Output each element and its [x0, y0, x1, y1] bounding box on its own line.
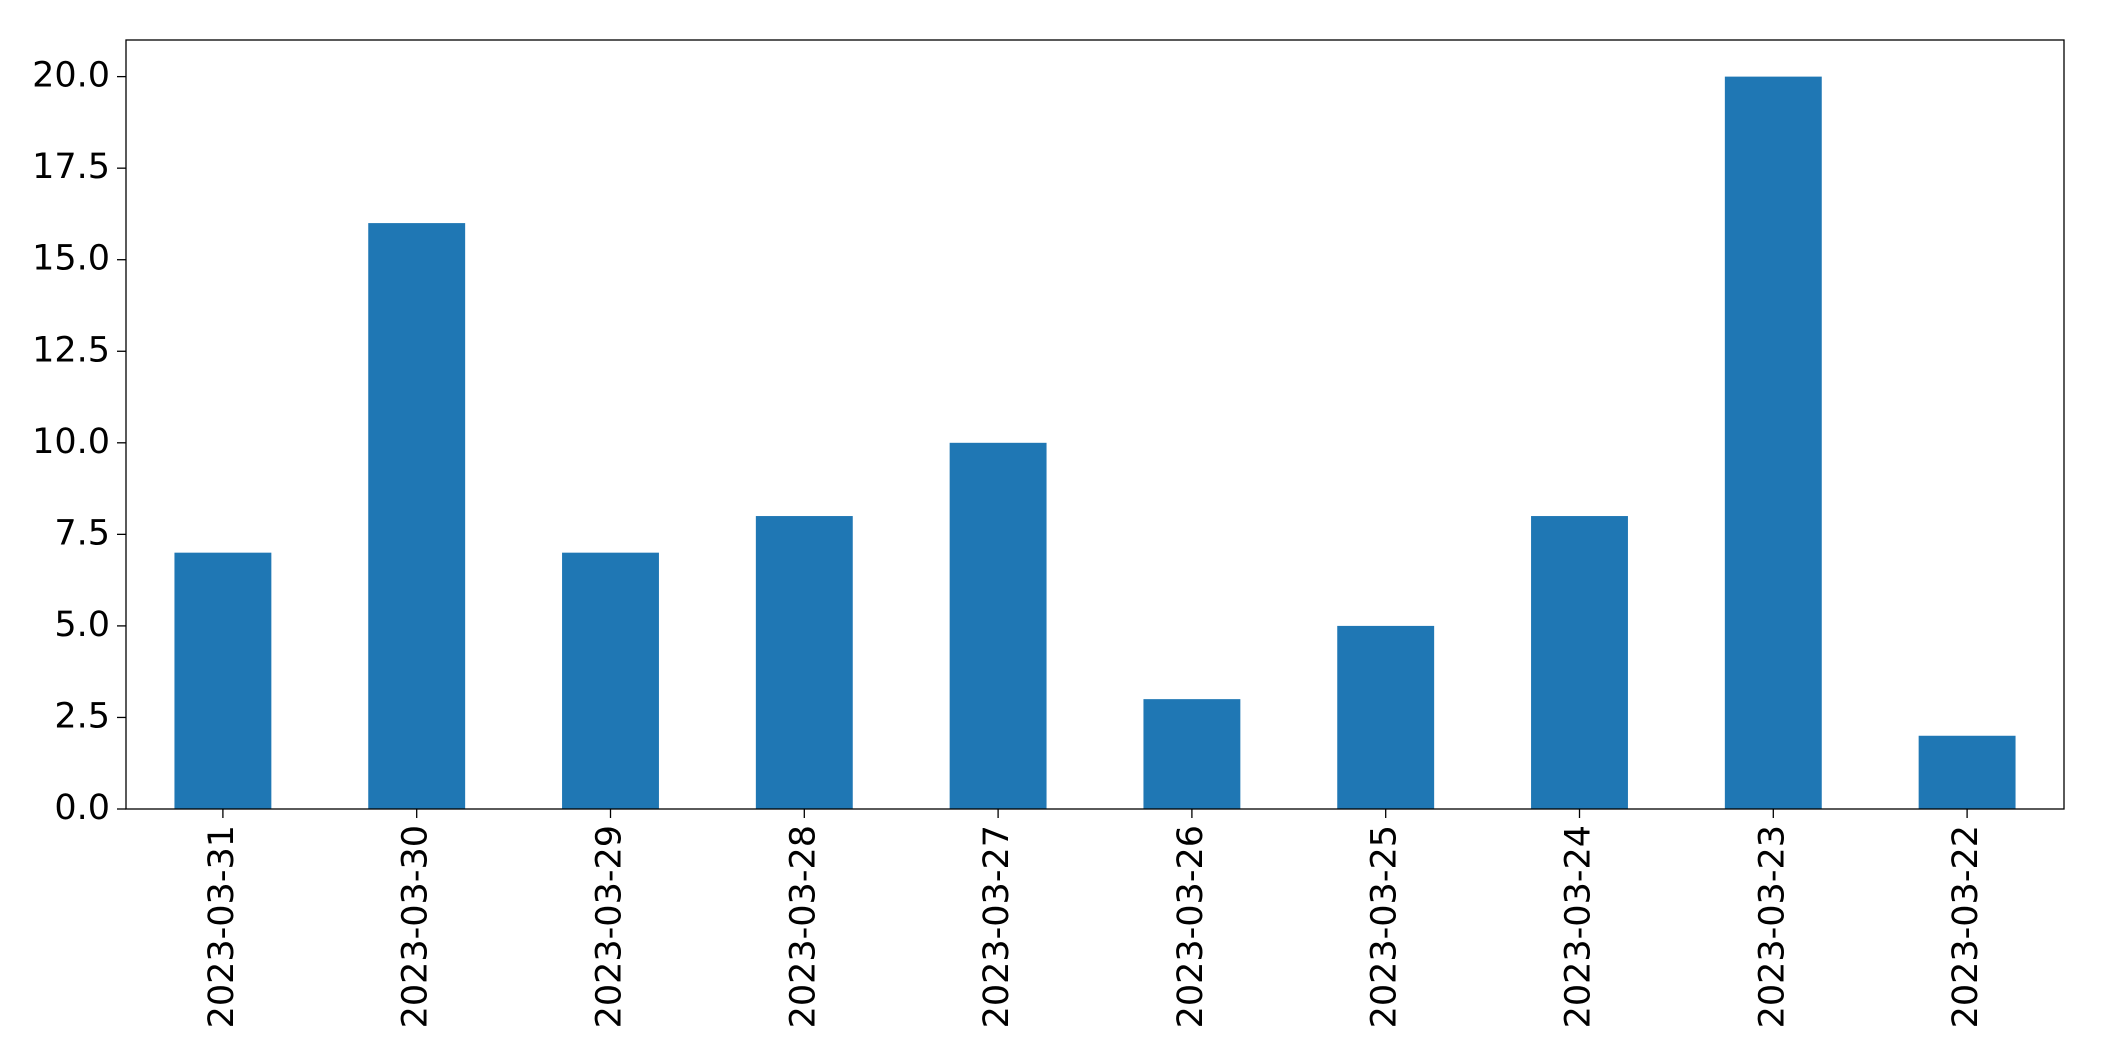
y-tick-label: 17.5 [32, 147, 110, 187]
bar [174, 552, 272, 809]
y-tick-label: 7.5 [54, 513, 110, 553]
x-tick-label: 2023-03-27 [977, 825, 1017, 1028]
bar [949, 442, 1047, 809]
x-tick-label: 2023-03-28 [783, 825, 823, 1028]
y-tick-label: 10.0 [32, 422, 110, 462]
y-tick-label: 5.0 [54, 605, 110, 645]
plot-frame [125, 39, 2065, 810]
x-tick-label: 2023-03-24 [1559, 825, 1599, 1028]
y-tick-label: 15.0 [32, 239, 110, 279]
x-tick-label: 2023-03-23 [1752, 825, 1792, 1028]
bar [1143, 699, 1241, 809]
x-tick-label: 2023-03-25 [1365, 825, 1405, 1028]
bar [1531, 516, 1628, 809]
bar [1724, 76, 1822, 810]
x-tick-label: 2023-03-29 [590, 825, 630, 1028]
x-tick-label: 2023-03-30 [396, 825, 436, 1028]
x-tick-label: 2023-03-22 [1946, 825, 1986, 1028]
bar [1337, 625, 1435, 809]
bar [368, 223, 466, 810]
y-tick-label: 0.0 [54, 788, 110, 828]
x-tick-label: 2023-03-31 [202, 825, 242, 1028]
bar [1918, 735, 2016, 809]
bar [755, 516, 853, 809]
x-tick-label: 2023-03-26 [1171, 825, 1211, 1028]
y-tick-label: 12.5 [32, 330, 110, 370]
y-tick-label: 20.0 [32, 56, 110, 96]
y-tick-label: 2.5 [54, 696, 110, 736]
bar [562, 552, 659, 809]
